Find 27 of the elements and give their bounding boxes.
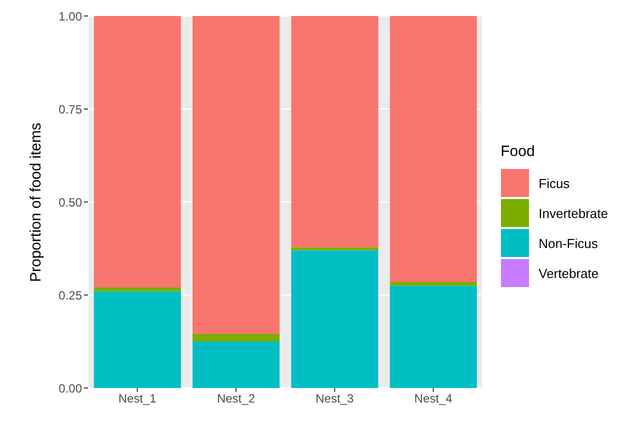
bar xyxy=(94,16,181,288)
y-tick-label: 0.25 xyxy=(58,288,82,302)
y-tick-label: 0.00 xyxy=(58,381,82,396)
bar xyxy=(390,282,477,286)
bar xyxy=(291,247,378,250)
bar xyxy=(94,288,181,292)
bar xyxy=(390,16,477,282)
y-tick-label: 1.00 xyxy=(58,9,82,24)
x-tick-label: Nest_1 xyxy=(118,392,157,406)
y-tick-label: 0.75 xyxy=(58,102,82,116)
x-tick-label: Nest_3 xyxy=(316,392,354,406)
y-tick-label: 0.50 xyxy=(58,195,82,210)
bar xyxy=(390,286,477,388)
legend-title: Food xyxy=(500,143,536,160)
legend-label: Non-Ficus xyxy=(538,236,598,250)
bar xyxy=(291,16,378,248)
legend-label: Ficus xyxy=(538,176,570,190)
bar xyxy=(291,250,378,388)
x-tick-label: Nest_2 xyxy=(216,392,256,406)
y-axis-title: Proportion of food items xyxy=(27,122,44,282)
bar xyxy=(192,334,280,342)
legend-label: Invertebrate xyxy=(538,206,608,220)
legend-label: Vertebrate xyxy=(538,266,599,280)
bar xyxy=(94,291,181,388)
x-tick-label: Nest_4 xyxy=(414,392,453,406)
bar xyxy=(192,342,280,388)
bar xyxy=(192,16,280,334)
